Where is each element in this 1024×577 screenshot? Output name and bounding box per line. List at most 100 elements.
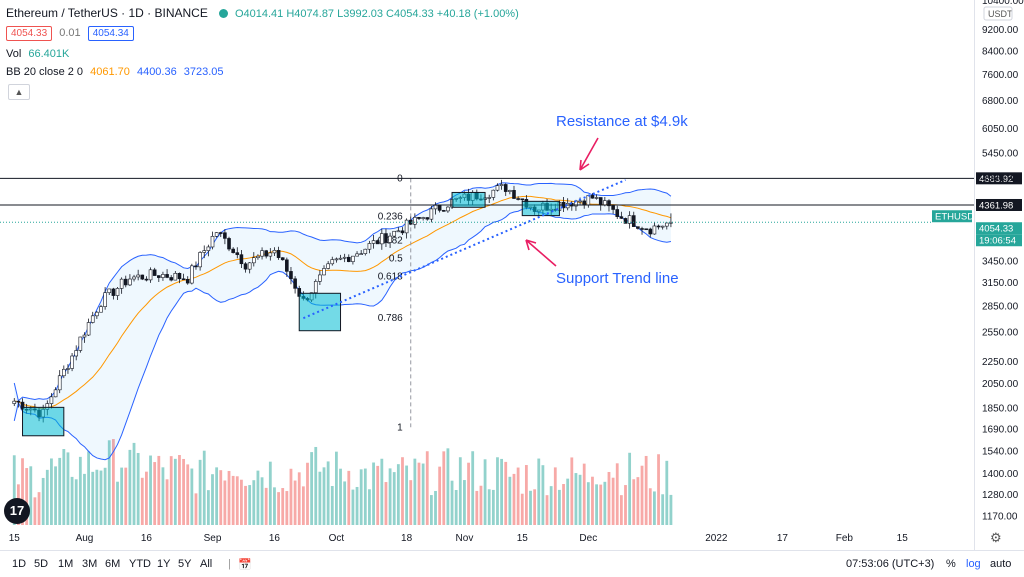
highlight-box[interactable] xyxy=(22,406,65,437)
divider: | xyxy=(228,558,231,570)
volume-bar xyxy=(450,480,454,525)
candle-body xyxy=(446,206,450,212)
time-tick-label: 18 xyxy=(401,533,413,544)
price-tick-label: 1540.00 xyxy=(982,447,1019,458)
resistance-arrow xyxy=(579,137,599,171)
timeframe-5d[interactable]: 5D xyxy=(34,558,49,570)
volume-bar xyxy=(45,469,49,525)
volume-bar xyxy=(508,476,512,525)
volume-label[interactable]: Vol xyxy=(6,48,22,60)
candle-body xyxy=(322,268,326,276)
volume-bar xyxy=(628,452,632,525)
candle-body xyxy=(615,209,620,217)
candle-body xyxy=(623,218,628,224)
price-tick-label: 2850.00 xyxy=(982,301,1019,312)
timeframe-1y[interactable]: 1Y xyxy=(157,558,171,570)
volume-bar xyxy=(520,493,524,525)
volume-bar xyxy=(198,459,202,525)
volume-bar xyxy=(37,492,41,525)
price-tick-label: 6800.00 xyxy=(982,96,1019,107)
tradingview-logo-icon[interactable]: 17 xyxy=(4,498,30,524)
candle-body xyxy=(231,248,235,253)
candle-body xyxy=(359,253,363,255)
candle-body xyxy=(95,311,99,317)
volume-bar xyxy=(190,468,194,525)
buy-button[interactable]: 4054.34 xyxy=(87,26,134,41)
candle-body xyxy=(157,275,161,278)
candle-body xyxy=(144,278,149,281)
support-annotation[interactable]: Support Trend line xyxy=(556,270,679,287)
timeframe-1m[interactable]: 1M xyxy=(58,558,74,570)
volume-bar xyxy=(145,471,148,525)
candle-body xyxy=(190,265,194,284)
symbol-title[interactable]: Ethereum / TetherUS · 1D · BINANCE xyxy=(6,6,208,20)
price-tick-label: 7600.00 xyxy=(982,70,1019,81)
timeframe-3m[interactable]: 3M xyxy=(82,558,98,570)
timeframe-5y[interactable]: 5Y xyxy=(178,558,192,570)
candle-body xyxy=(313,281,318,293)
volume-bar xyxy=(607,471,611,525)
candle-body xyxy=(590,195,595,199)
volume-bar xyxy=(524,465,528,525)
volume-bar xyxy=(194,493,198,525)
price-tick-label: 2250.00 xyxy=(982,357,1019,368)
clock-time[interactable]: 07:53:06 (UTC+3) xyxy=(846,558,935,570)
candle-body xyxy=(351,255,355,262)
candle-body xyxy=(417,217,421,219)
price-tick-label: 3150.00 xyxy=(982,278,1019,289)
volume-bar xyxy=(140,477,144,525)
volume-bar xyxy=(268,461,272,525)
volume-bar xyxy=(566,478,570,525)
volume-bar xyxy=(116,481,119,525)
timeframe-all[interactable]: All xyxy=(200,558,213,570)
candle-body xyxy=(404,219,409,234)
calendar-range-icon[interactable]: 📅 xyxy=(238,559,252,571)
volume-bar xyxy=(289,468,293,525)
candle-body xyxy=(338,257,343,260)
candle-body xyxy=(594,197,599,199)
candle-body xyxy=(487,197,492,199)
gear-icon[interactable]: ⚙ xyxy=(990,530,1002,545)
sell-button[interactable]: 4054.33 xyxy=(6,26,53,41)
highlight-box[interactable] xyxy=(521,200,560,217)
candle-body xyxy=(375,240,380,245)
timeframe-ytd[interactable]: YTD xyxy=(129,558,151,570)
candle-body xyxy=(181,278,186,281)
currency-label[interactable]: USDT xyxy=(988,9,1013,19)
fib-level-label: 0.786 xyxy=(378,313,403,324)
bollinger-lower-band xyxy=(13,207,672,461)
volume-bar xyxy=(586,482,590,525)
volume-bar xyxy=(487,489,491,525)
time-tick-label: Dec xyxy=(579,533,597,544)
volume-bar xyxy=(21,458,24,525)
price-tick-label: 1280.00 xyxy=(982,490,1019,501)
volume-bar xyxy=(376,465,380,525)
highlight-box[interactable] xyxy=(298,292,342,332)
timeframe-6m[interactable]: 6M xyxy=(105,558,121,570)
volume-bar xyxy=(244,485,247,525)
chevron-up-icon[interactable]: ▲ xyxy=(8,84,30,100)
volume-bar xyxy=(25,468,29,525)
resistance-annotation[interactable]: Resistance at $4.9k xyxy=(556,113,688,130)
volume-bar xyxy=(632,479,636,525)
percent-toggle[interactable]: % xyxy=(946,558,956,570)
candle-body xyxy=(346,256,351,262)
volume-bar xyxy=(529,490,532,525)
volume-bar xyxy=(12,455,16,525)
volume-bar xyxy=(219,470,223,525)
volume-bar xyxy=(322,467,326,525)
volume-bar xyxy=(83,473,86,525)
candle-body xyxy=(169,277,173,281)
timeframe-1d[interactable]: 1D xyxy=(12,558,27,570)
bollinger-label[interactable]: BB 20 close 2 0 xyxy=(6,66,84,78)
log-toggle[interactable]: log xyxy=(966,558,981,570)
auto-toggle[interactable]: auto xyxy=(990,558,1012,570)
highlight-box[interactable] xyxy=(451,191,486,208)
volume-bar xyxy=(599,484,603,525)
volume-bar xyxy=(343,481,347,525)
support-trend-line[interactable] xyxy=(302,179,626,320)
volume-bar xyxy=(665,460,669,525)
volume-bar xyxy=(111,439,115,525)
